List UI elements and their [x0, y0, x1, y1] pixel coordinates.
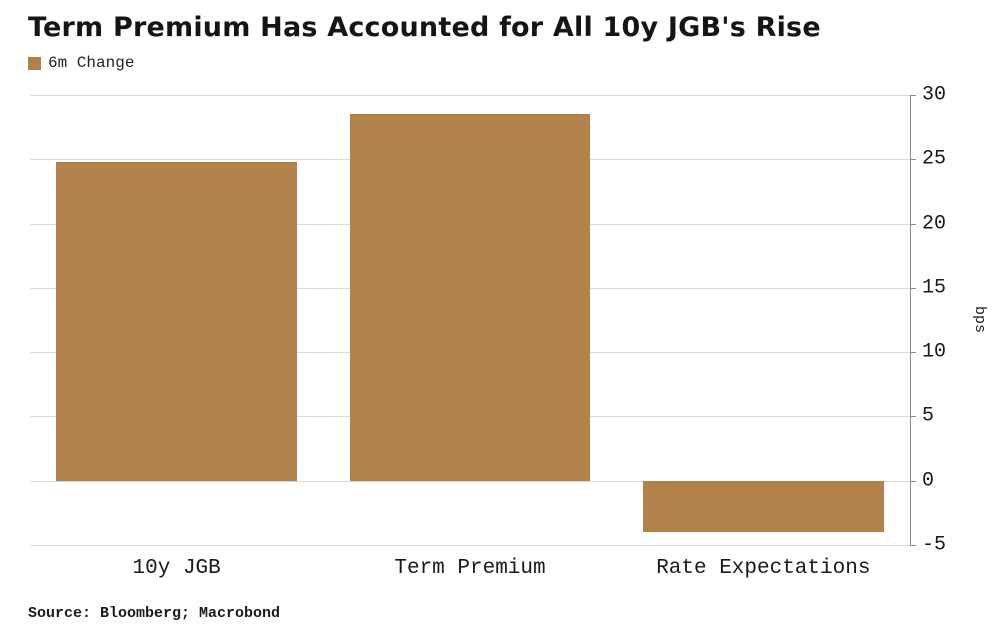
bar-term-premium [349, 114, 591, 481]
y-tick-label--5: -5 [922, 533, 947, 557]
legend-label: 6m Change [48, 54, 135, 72]
y-tick-mark-25 [910, 159, 916, 161]
x-label-rate-expectations: Rate Expectations [656, 557, 871, 580]
y-tick-mark-20 [910, 223, 916, 225]
chart-title: Term Premium Has Accounted for All 10y J… [28, 12, 821, 43]
y-axis-tick-labels: 30 25 20 15 10 5 0 -5 [922, 84, 968, 557]
legend-swatch-icon [28, 56, 41, 70]
gridline-y-0 [30, 480, 910, 482]
y-tick-label-5: 5 [922, 404, 935, 428]
x-label-10y-jgb: 10y JGB [132, 557, 221, 580]
plot-area [30, 95, 916, 546]
y-tick-label-20: 20 [922, 212, 947, 236]
bar-rate-expectations [643, 480, 884, 533]
y-tick-mark-5 [910, 416, 916, 418]
y-tick-label-30: 30 [922, 83, 947, 107]
y-tick-mark--5 [910, 545, 916, 546]
source-note: Source: Bloomberg; Macrobond [28, 605, 281, 622]
y-tick-label-10: 10 [922, 340, 947, 364]
y-axis-title: bps [971, 95, 988, 545]
y-tick-label-0: 0 [922, 469, 935, 493]
y-axis-title-label: bps [971, 306, 988, 334]
x-axis-category-labels: 10y JGB Term Premium Rate Expectations [30, 557, 910, 580]
y-tick-label-25: 25 [922, 147, 947, 171]
y-tick-mark-15 [910, 287, 916, 289]
bar-10y-jgb [56, 161, 297, 481]
x-label-term-premium: Term Premium [394, 557, 546, 580]
y-tick-mark-30 [910, 95, 916, 96]
y-tick-mark-0 [910, 480, 916, 482]
legend: 6m Change [28, 54, 134, 72]
gridline-y--5 [30, 545, 910, 546]
y-tick-mark-10 [910, 352, 916, 354]
y-tick-label-15: 15 [922, 276, 947, 300]
gridline-y-30 [30, 95, 910, 96]
